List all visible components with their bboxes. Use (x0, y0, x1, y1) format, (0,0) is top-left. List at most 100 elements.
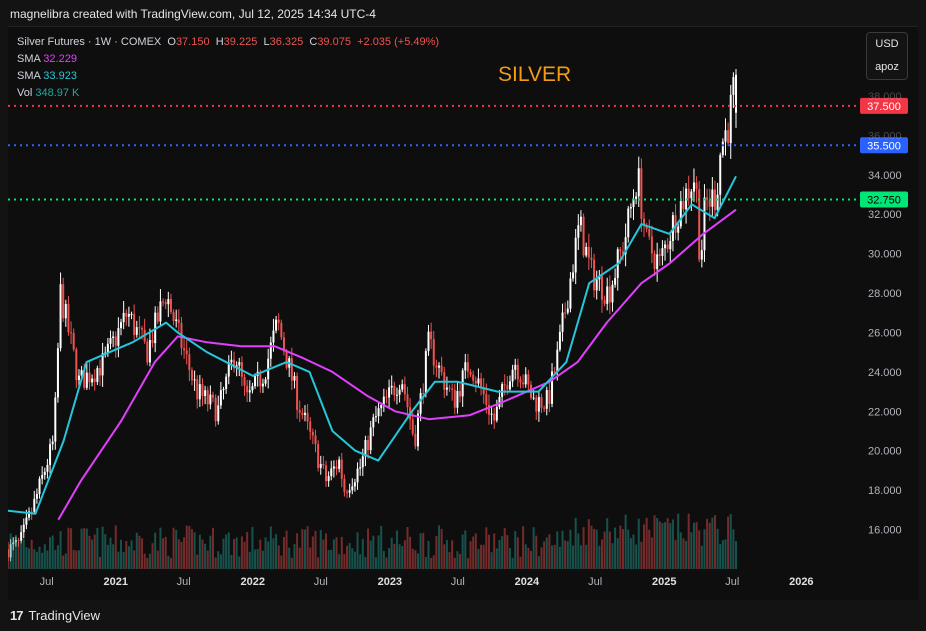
volume-bar (474, 533, 477, 569)
candle-body (33, 498, 36, 512)
candle-body (230, 359, 233, 363)
volume-bar (243, 541, 246, 569)
time-axis (8, 569, 918, 601)
candle-body (577, 225, 580, 238)
volume-bar (240, 536, 243, 569)
y-tick-label: 16.000 (868, 525, 902, 537)
volume-bar (9, 533, 12, 569)
candle-body (369, 427, 372, 451)
volume-row[interactable]: Vol 348.97 K (17, 85, 439, 102)
candle-body (448, 387, 451, 389)
ohlc-row: Silver Futures · 1W · COMEX O37.150 H39.… (17, 34, 439, 51)
currency-unit-selector[interactable]: USD apoz (866, 32, 908, 80)
candle-body (285, 351, 288, 368)
candle-body (190, 370, 193, 381)
volume-value: 348.97 K (35, 87, 80, 99)
sma-fast-line (8, 175, 737, 515)
volume-bar (122, 552, 125, 569)
candle-body (54, 397, 57, 442)
volume-bar (472, 536, 475, 569)
candle-body (198, 384, 201, 400)
candle-body (130, 313, 133, 315)
low-label: L (263, 36, 270, 48)
volume-bar (595, 529, 598, 569)
candle-body (9, 544, 12, 558)
volume-bar (91, 539, 94, 569)
candle-body (643, 218, 646, 226)
candle-body (393, 385, 396, 396)
candle-body (430, 331, 433, 340)
x-tick-label: 2022 (241, 576, 265, 588)
volume-bar (64, 553, 67, 569)
volume-bar (406, 527, 409, 569)
volume-bar (359, 554, 362, 569)
volume-bar (561, 530, 564, 569)
tradingview-logo[interactable]: 17 TradingView (10, 606, 100, 624)
candle-body (459, 391, 462, 397)
volume-bar (201, 539, 204, 569)
volume-bar (230, 554, 233, 569)
sma-slow-line (57, 208, 737, 521)
candle-body (698, 189, 701, 260)
candle-body (721, 141, 724, 156)
candle-body (595, 279, 598, 291)
price-chart[interactable]: 37.500 35.500 32.750 16.000 18.000 20.000 22.0… (8, 27, 918, 601)
volume-bar (690, 532, 693, 569)
volume-bar (485, 527, 488, 569)
volume-bar (411, 548, 414, 569)
volume-bar (127, 546, 130, 569)
candle-body (164, 302, 167, 305)
volume-bar (403, 540, 406, 569)
candle-body (724, 130, 727, 142)
volume-bar (677, 513, 680, 569)
candle-body (277, 319, 280, 323)
volume-bar (495, 548, 498, 569)
volume-bar (88, 535, 91, 569)
candle-body (28, 511, 31, 518)
candle-body (12, 542, 15, 545)
candle-body (338, 459, 341, 469)
volume-bar (62, 555, 65, 569)
volume-bar (317, 557, 320, 569)
volume-bar (616, 538, 619, 569)
attribution-text: magnelibra created with TradingView.com,… (10, 7, 376, 21)
candle-body (553, 371, 556, 373)
volume-bar (493, 533, 496, 569)
volume-bar (658, 521, 661, 569)
y-tick-label: 20.000 (868, 446, 902, 458)
volume-bar (314, 530, 317, 569)
candle-body (135, 327, 138, 335)
candle-body (469, 371, 472, 375)
volume-bar (372, 535, 375, 569)
sma-fast-row[interactable]: SMA 33.923 (17, 68, 439, 85)
volume-bar (293, 544, 296, 569)
volume-bar (590, 525, 593, 569)
candle-body (91, 378, 94, 383)
candle-body (120, 322, 123, 329)
volume-bar (49, 537, 52, 569)
volume-bar (482, 544, 485, 569)
chart-area[interactable]: 37.500 35.500 32.750 16.000 18.000 20.000 22.0… (8, 26, 918, 601)
candle-body (141, 328, 144, 330)
volume-bar (296, 533, 299, 569)
candle-body (695, 182, 698, 190)
candle-body (611, 284, 614, 303)
volume-bar (511, 557, 514, 569)
candle-body (146, 341, 149, 363)
candle-body (438, 365, 441, 368)
candle-body (296, 375, 299, 411)
candle-body (67, 304, 70, 333)
volume-bar (503, 527, 506, 569)
volume-bar (393, 543, 396, 569)
volume-bar (311, 536, 314, 569)
volume-bar (700, 545, 703, 569)
sma-slow-row[interactable]: SMA 32.229 (17, 51, 439, 68)
volume-bar (598, 545, 601, 569)
volume-bar (685, 540, 688, 569)
candle-body (177, 319, 180, 324)
volume-bar (348, 543, 351, 569)
candle-body (330, 468, 333, 477)
candle-body (327, 476, 330, 482)
candle-body (551, 371, 554, 404)
candle-body (593, 259, 596, 291)
